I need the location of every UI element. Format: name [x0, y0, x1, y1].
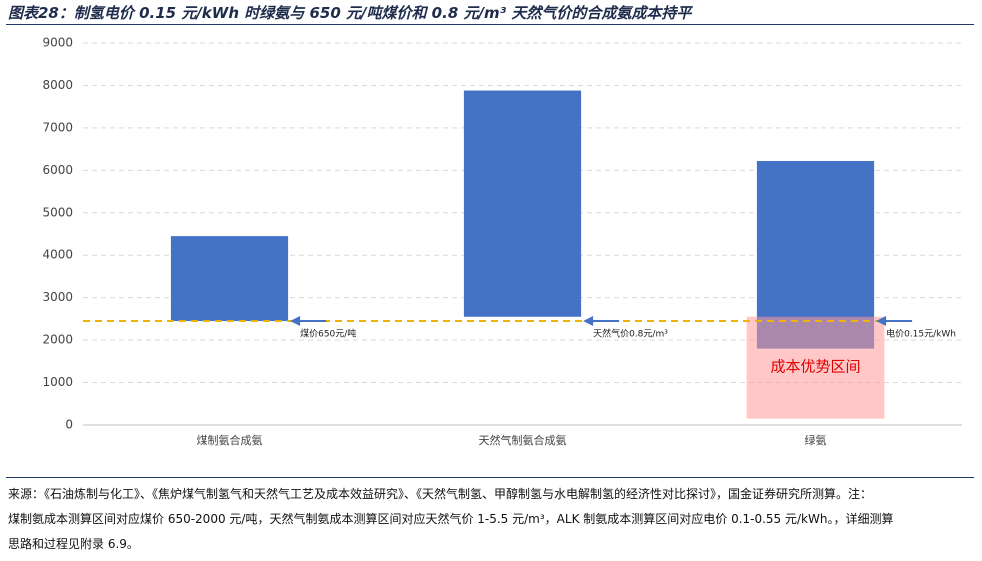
y-tick-label: 8000 — [42, 78, 73, 92]
y-tick-label: 5000 — [42, 205, 73, 219]
x-tick-label: 天然气制氨合成氨 — [479, 433, 567, 447]
source-note: 来源：《石油炼制与化工》、《焦炉煤气制氢气和天然气工艺及成本效益研究》、《天然气… — [8, 482, 974, 557]
y-tick-label: 0 — [65, 418, 73, 432]
y-tick-label: 3000 — [42, 290, 73, 304]
note-line: 来源：《石油炼制与化工》、《焦炉煤气制氢气和天然气工艺及成本效益研究》、《天然气… — [8, 487, 873, 501]
title-rule — [6, 24, 974, 25]
y-tick-label: 2000 — [42, 333, 73, 347]
zone-label: 成本优势区间 — [770, 357, 860, 375]
annotation: 煤价650元/吨 — [300, 328, 356, 340]
annotation: 电价0.15元/kWh — [886, 328, 956, 340]
bar — [463, 90, 582, 317]
arrow-head — [876, 316, 887, 327]
y-tick-label: 1000 — [42, 375, 73, 389]
arrow-head — [290, 316, 301, 327]
y-tick-label: 4000 — [42, 248, 73, 262]
chart: 0 1000 2000 3000 4000 5000 6000 7000 8000 9000 煤制氨… — [42, 36, 962, 447]
y-tick-label: 7000 — [42, 120, 73, 134]
advantage-zone — [746, 316, 885, 419]
note-rule — [6, 477, 974, 478]
x-tick-label: 绿氨 — [805, 433, 827, 447]
y-tick-label: 9000 — [42, 36, 73, 50]
y-tick-label: 6000 — [42, 163, 73, 177]
figure-title: 图表28：制氢电价 0.15 元/kWh 时绿氨与 650 元/吨煤价和 0.8… — [8, 4, 692, 22]
bar — [170, 236, 289, 322]
x-tick-label: 煤制氨合成氨 — [197, 433, 263, 447]
note-line: 煤制氨成本测算区间对应煤价 650-2000 元/吨，天然气制氨成本测算区间对应… — [8, 512, 894, 526]
arrow-head — [583, 316, 594, 327]
annotation: 天然气价0.8元/m³ — [593, 328, 668, 340]
note-line: 思路和过程见附录 6.9。 — [8, 537, 139, 551]
